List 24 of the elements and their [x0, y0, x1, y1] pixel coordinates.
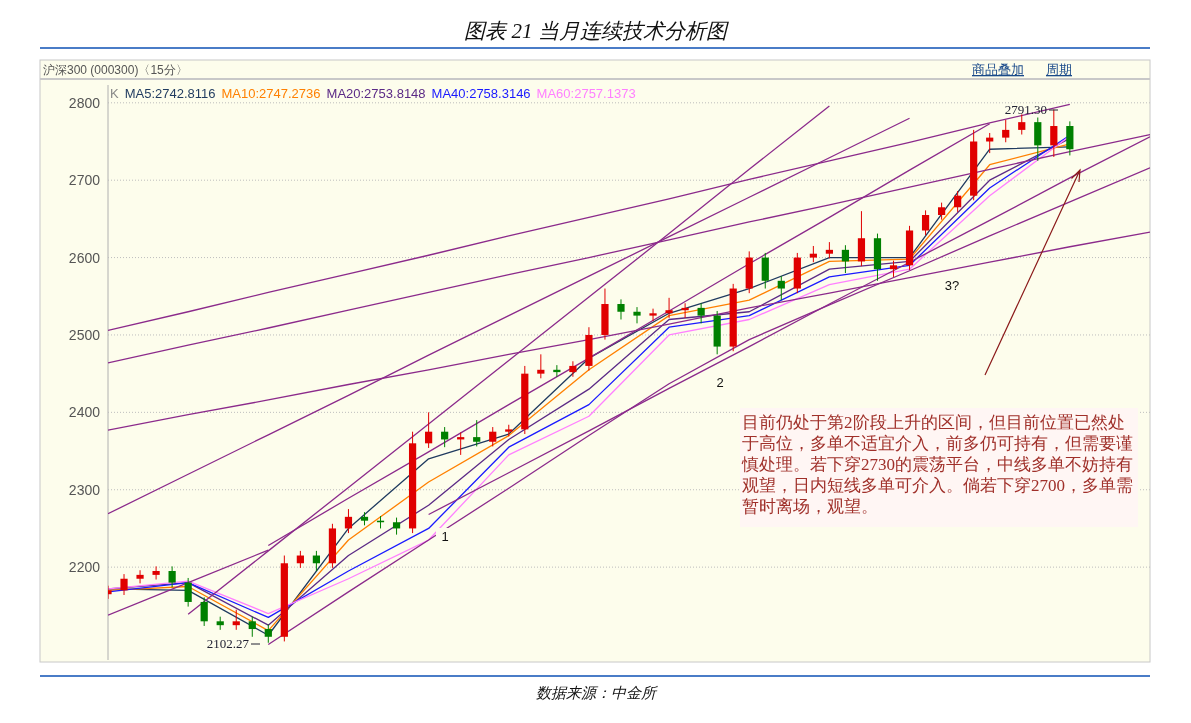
chart-title: 图表 21 当月连续技术分析图: [464, 19, 729, 43]
y-tick-label: 2200: [68, 559, 101, 576]
y-tick-label: 2600: [68, 249, 101, 266]
y-tick-label: 2800: [68, 94, 101, 111]
text: 商品叠加: [972, 62, 1024, 77]
text: MA20:2753.8148: [326, 86, 426, 101]
annotation: 2: [716, 375, 724, 390]
y-tick-label: 2400: [68, 404, 101, 421]
annotation: 2791.30: [1004, 102, 1047, 117]
text: K: [110, 86, 119, 101]
annotation: 目前仍处于第2阶段上升的区间，但目前位置已然处于高位，多单不适宜介入，前多仍可持有，但需要谨慎处理。若下穿2730的震荡平台，中线多单不妨持有观望，日内短线多单可介入。倘若下穿2700，多单需暂时离场，观望。: [741, 413, 1133, 516]
text: MA40:2758.3146: [431, 86, 531, 101]
source-note: 数据来源：中金所: [535, 685, 658, 701]
text: MA5:2742.8116: [124, 86, 216, 101]
annotation: 1: [441, 529, 449, 544]
text: MA60:2757.1373: [536, 86, 636, 101]
y-tick-label: 2700: [68, 172, 101, 189]
y-tick-label: 2500: [68, 326, 101, 343]
y-tick-label: 2300: [68, 481, 101, 498]
annotation: 3?: [944, 278, 960, 293]
text: 周期: [1046, 62, 1072, 77]
text: MA10:2747.2736: [221, 86, 321, 101]
annotation: 2102.27: [206, 636, 250, 651]
chart-subtitle: 沪深300 (000300)〈15分〉: [43, 63, 188, 77]
